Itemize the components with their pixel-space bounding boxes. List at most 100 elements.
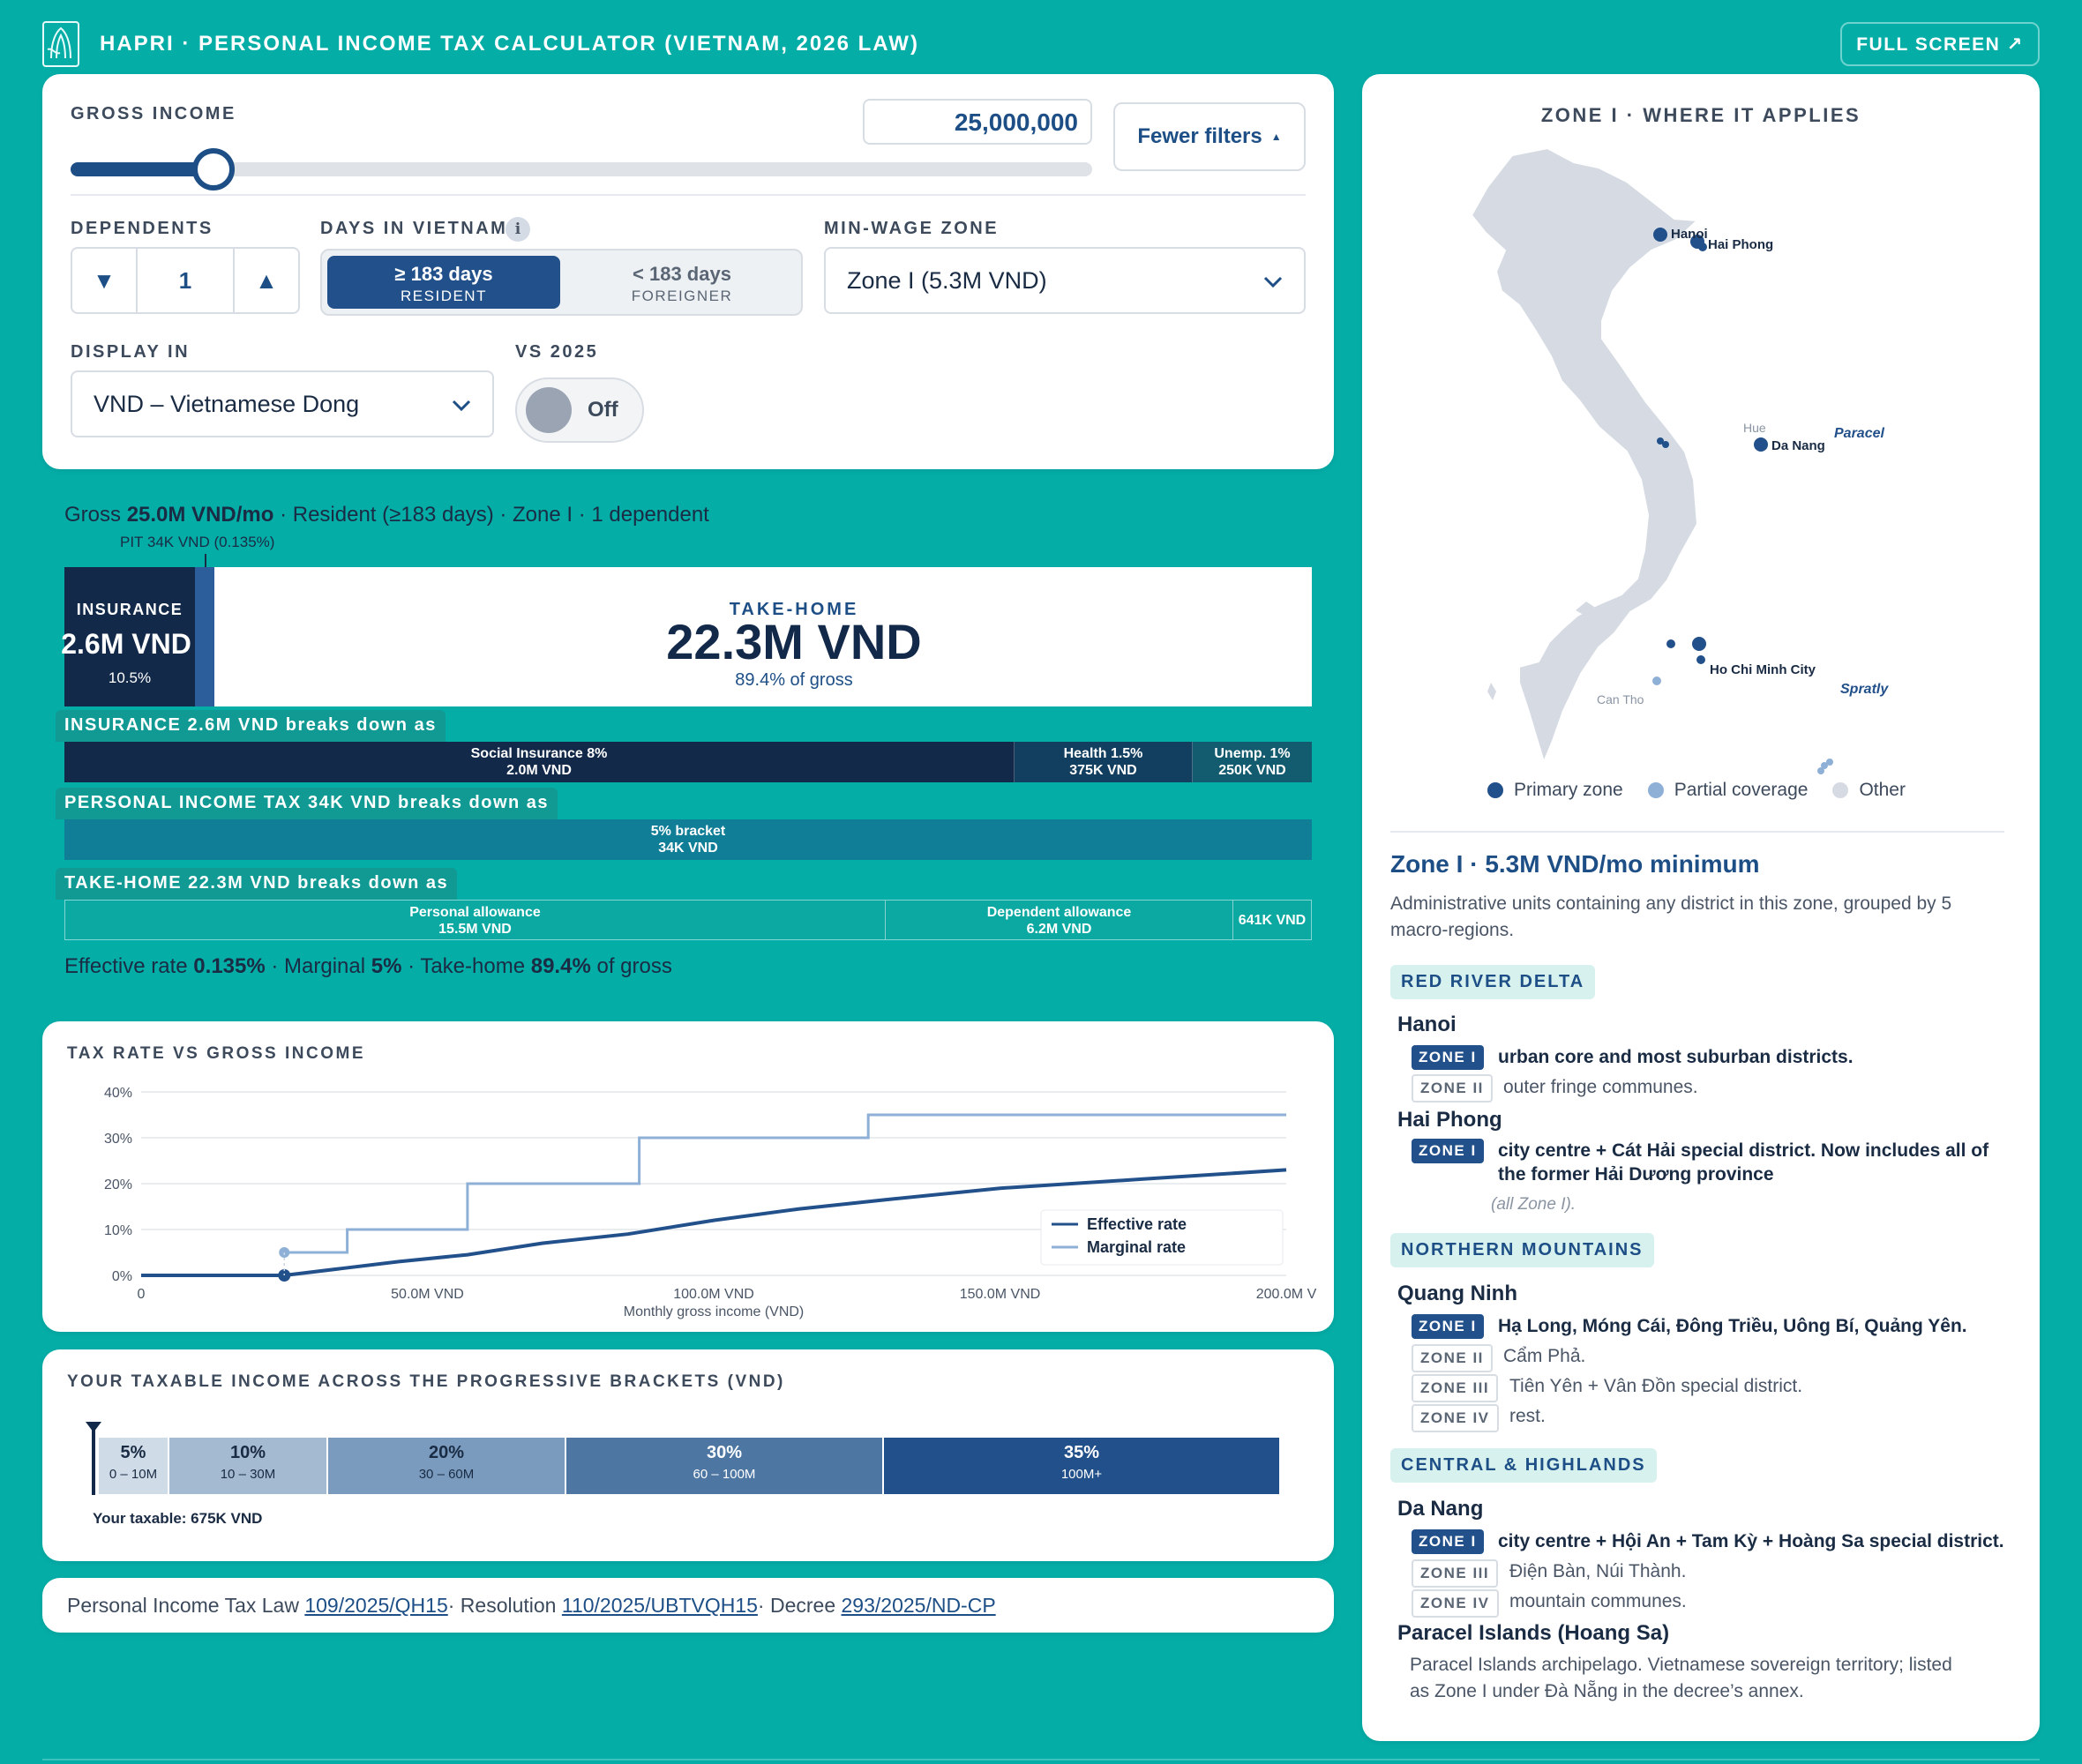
dependents-stepper: ▼ 1 ▲: [71, 247, 300, 314]
law-link[interactable]: 109/2025/QH15: [304, 1593, 448, 1617]
primary-zone-dot: [1487, 782, 1503, 798]
law-references-card: Personal Income Tax Law 109/2025/QH15 · …: [42, 1578, 1334, 1633]
bracket-range: 10 – 30M: [220, 1467, 276, 1482]
legend-partial: Partial coverage: [1674, 780, 1809, 800]
gross-income-input[interactable]: 25,000,000: [863, 99, 1092, 145]
zone-text: Tiên Yên + Vân Đồn special district.: [1509, 1376, 1803, 1396]
segment-value: 375K VND: [1069, 763, 1137, 778]
segment-value: 15.5M VND: [438, 922, 512, 937]
tax-rate-chart-card: [42, 1021, 1334, 1332]
bracket-rate: 20%: [428, 1443, 465, 1462]
city-quang-ninh: Quang Ninh: [1397, 1282, 1517, 1305]
triangle-down-icon: ▼: [93, 266, 116, 294]
map-title: ZONE I · WHERE IT APPLIES: [1540, 104, 1861, 126]
health-segment: Health 1.5% 375K VND: [1015, 742, 1193, 782]
paracel-dot: [1657, 437, 1664, 445]
phu-quoc-island: [1576, 602, 1597, 617]
take-home-bar: TAKE-HOME 22.3M VND 89.4% of gross: [64, 567, 1312, 706]
summary-rest: · Resident (≥183 days) · Zone I · 1 depe…: [273, 503, 709, 527]
segment-name: Dependent allowance: [986, 905, 1132, 920]
resolution-link[interactable]: 110/2025/UBTVQH15: [561, 1593, 758, 1617]
zone-badge: ZONE IV: [1412, 1404, 1499, 1432]
pit-callout: PIT 34K VND (0.135%): [120, 534, 275, 550]
personal-allowance-segment: Personal allowance 15.5M VND: [65, 901, 886, 939]
chevron-down-icon: [452, 391, 471, 418]
full-screen-button[interactable]: FULL SCREEN ↗: [1840, 22, 2040, 66]
bracket-rate: 10%: [229, 1443, 266, 1462]
map-label-hanoi: Hanoi: [1671, 227, 1708, 242]
marker-triangle-icon: [86, 1422, 101, 1432]
dependents-value[interactable]: 1: [178, 266, 192, 294]
map-label-haiphong: Hai Phong: [1708, 237, 1773, 252]
bracket-segment: 35% 100M+: [884, 1438, 1281, 1494]
vs-2025-value: Off: [588, 398, 618, 422]
dependent-allowance-segment: Dependent allowance 6.2M VND: [886, 901, 1233, 939]
marginal-prefix: · Marginal: [265, 954, 371, 978]
currency-select[interactable]: VND – Vietnamese Dong: [71, 370, 494, 437]
bracket-range: 100M+: [1060, 1467, 1103, 1482]
fewer-filters-label: Fewer filters: [1137, 124, 1262, 148]
legend-label: Effective rate: [1087, 1215, 1187, 1233]
fewer-filters-button[interactable]: Fewer filters ▲: [1113, 102, 1306, 171]
pit-segment: [195, 567, 214, 706]
decrement-button[interactable]: ▼: [72, 249, 138, 312]
summary-gross: 25.0M VND/mo: [126, 503, 274, 527]
y-tick-label: 20%: [104, 1177, 132, 1192]
zone-badge: ZONE I: [1412, 1139, 1484, 1163]
caret-up-icon: ▲: [1270, 131, 1282, 143]
y-tick-label: 30%: [104, 1132, 132, 1147]
resident-option-sub: RESIDENT: [401, 288, 487, 304]
foreigner-option-sub: FOREIGNER: [631, 288, 733, 304]
marginal-rate: 5%: [371, 954, 402, 978]
chart-legend-box: [1040, 1209, 1284, 1266]
resident-option[interactable]: ≥ 183 days RESIDENT: [327, 256, 560, 309]
gross-income-slider-thumb[interactable]: [192, 148, 235, 191]
decree-link[interactable]: 293/2025/ND-CP: [841, 1593, 996, 1617]
summary-line: Gross 25.0M VND/mo · Resident (≥183 days…: [64, 503, 709, 527]
zone-badge: ZONE I: [1412, 1529, 1484, 1554]
spratly-dot: [1821, 762, 1828, 769]
segment-name: Personal allowance: [409, 905, 541, 920]
take-home-title: TAKE-HOME: [729, 600, 859, 619]
tay-ninh-marker: [1666, 639, 1675, 648]
segment-name: Health 1.5%: [1063, 746, 1143, 761]
increment-button[interactable]: ▲: [233, 249, 298, 312]
foreigner-option[interactable]: < 183 days FOREIGNER: [565, 256, 798, 309]
paracel-text: Paracel Islands archipelago. Vietnamese …: [1410, 1655, 1952, 1675]
taxable-remainder-segment: 641K VND: [1233, 901, 1311, 939]
min-wage-zone-label: MIN-WAGE ZONE: [824, 219, 1000, 238]
x-tick-label: 150.0M VND: [960, 1287, 1041, 1302]
legend-primary: Primary zone: [1514, 780, 1623, 800]
pit-callout-tick: [205, 554, 206, 568]
x-axis-label: Monthly gross income (VND): [624, 1304, 805, 1319]
legend-other: Other: [1859, 780, 1906, 800]
zone-text: Hạ Long, Móng Cái, Đông Triều, Uông Bí, …: [1498, 1316, 1967, 1336]
marginal-rate-line: [284, 1113, 1286, 1254]
insurance-title: INSURANCE: [76, 601, 183, 618]
zone-divider: [1390, 831, 2004, 833]
info-icon[interactable]: i: [506, 217, 530, 242]
gross-income-slider-track[interactable]: [71, 162, 1092, 176]
zone-text: outer fringe communes.: [1503, 1077, 1698, 1097]
days-in-vietnam-toggle: ≥ 183 days RESIDENT < 183 days FOREIGNER: [320, 249, 803, 316]
bracket-segment: 30% 60 – 100M: [566, 1438, 884, 1494]
unemployment-segment: Unemp. 1% 250K VND: [1193, 742, 1312, 782]
zone-text: the former Hải Dương province: [1498, 1164, 1774, 1185]
rates-summary: Effective rate 0.135% · Marginal 5% · Ta…: [64, 954, 672, 979]
vietnam-map: Hanoi Hai Phong Hue Da Nang Paracel Ho C…: [1470, 146, 1889, 774]
spratly-dot: [1817, 767, 1824, 774]
pit-breakdown-label: PERSONAL INCOME TAX 34K VND breaks down …: [56, 788, 558, 819]
effective-prefix: Effective rate: [64, 954, 194, 978]
logo-icon: [47, 26, 71, 59]
takehome-share: 89.4%: [530, 954, 591, 978]
foreigner-option-main: < 183 days: [633, 263, 731, 285]
chart-title: TAX RATE VS GROSS INCOME: [67, 1044, 365, 1063]
map-label-hue: Hue: [1743, 421, 1766, 435]
vs-2025-toggle[interactable]: Off: [515, 377, 644, 443]
min-wage-zone-select[interactable]: Zone I (5.3M VND): [824, 247, 1306, 314]
gross-income-slider-fill: [71, 162, 213, 176]
segment-name: Unemp. 1%: [1214, 746, 1291, 761]
partial-marker: [1652, 676, 1661, 685]
resident-option-main: ≥ 183 days: [394, 263, 493, 285]
vietnam-outline: [1470, 146, 1700, 765]
